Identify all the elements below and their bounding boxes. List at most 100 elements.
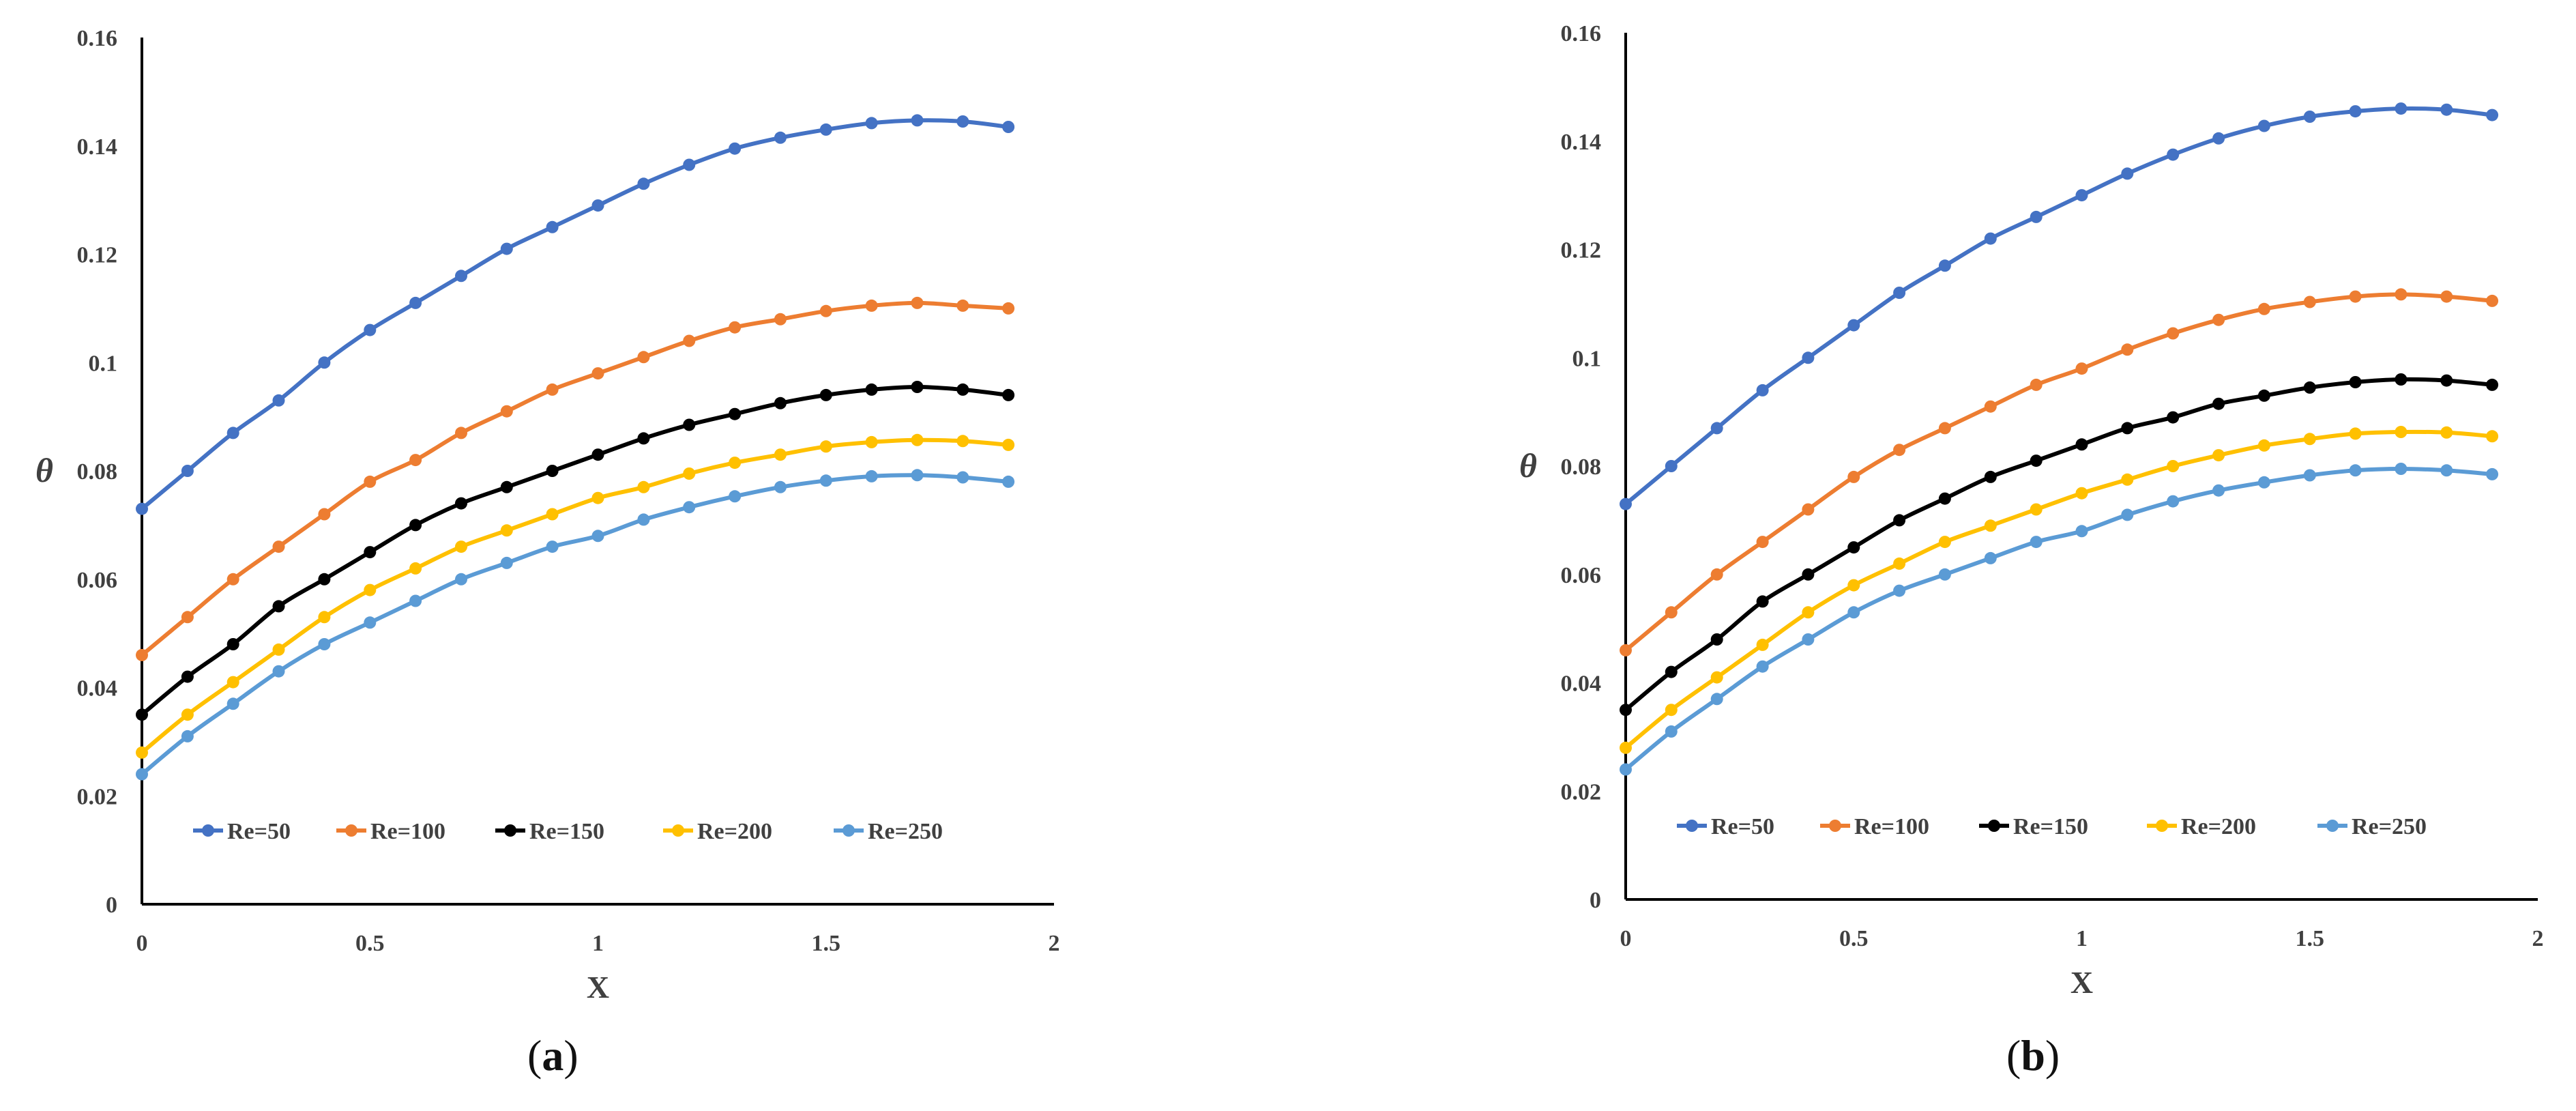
legend-item: Re=200 [663, 819, 772, 844]
data-point [136, 746, 148, 759]
y-tick-label: 0 [1590, 888, 1601, 913]
legend-item: Re=150 [1979, 814, 2088, 839]
data-point [136, 768, 148, 781]
data-point [1756, 595, 1769, 608]
data-point [2075, 487, 2088, 500]
data-point [2486, 378, 2499, 391]
data-point [2486, 430, 2499, 443]
data-point [2257, 476, 2270, 489]
series-re150 [136, 381, 1015, 721]
data-point [364, 475, 377, 488]
data-point [2257, 439, 2270, 452]
y-tick-label: 0.02 [1561, 779, 1602, 805]
y-tick-label: 0.06 [1561, 563, 1602, 588]
series-re250 [136, 469, 1015, 781]
data-point [591, 448, 604, 461]
data-point [455, 540, 467, 553]
series-line [1624, 292, 2493, 652]
y-tick-label: 0.12 [77, 243, 118, 268]
data-point [136, 502, 148, 515]
data-point [409, 519, 422, 532]
x-tick-label: 0.5 [355, 931, 385, 956]
data-point [1938, 259, 1951, 272]
data-point [2121, 422, 2134, 435]
legend-label: Re=150 [529, 819, 604, 844]
data-point [956, 383, 969, 396]
data-point [2440, 374, 2453, 387]
data-point [2030, 454, 2043, 467]
legend-marker [504, 824, 516, 837]
y-axis-title: θ [35, 451, 53, 489]
data-point [2075, 362, 2088, 375]
data-point [683, 501, 696, 514]
data-point [272, 643, 285, 656]
caption-letter-a: a [542, 1031, 564, 1080]
data-point [272, 600, 285, 613]
data-point [1938, 422, 1951, 435]
data-point [2349, 105, 2362, 118]
data-point [591, 199, 604, 212]
data-point [181, 730, 194, 742]
data-point [318, 638, 331, 650]
series-re200 [1620, 426, 2499, 754]
data-point [272, 665, 285, 678]
data-point [318, 573, 331, 586]
x-tick-label: 1.5 [2296, 926, 2325, 951]
y-tick-label: 0.08 [1561, 454, 1602, 480]
data-point [318, 611, 331, 624]
data-point [911, 381, 924, 393]
data-point [364, 323, 377, 336]
data-point [1893, 557, 1906, 570]
data-point [1756, 638, 1769, 651]
data-point [1665, 704, 1678, 717]
data-point [1847, 579, 1860, 592]
data-point [683, 467, 696, 480]
series-line [141, 473, 1009, 776]
data-point [683, 418, 696, 431]
data-point [729, 142, 742, 155]
data-point [546, 540, 559, 553]
data-point [2030, 536, 2043, 549]
data-point [1802, 503, 1815, 516]
y-tick-label: 0.06 [77, 568, 118, 593]
data-point [2121, 343, 2134, 356]
data-point [226, 573, 239, 586]
legend-label: Re=50 [227, 819, 291, 844]
data-point [1893, 584, 1906, 597]
data-point [2440, 290, 2453, 303]
series-re50 [136, 114, 1015, 515]
data-point [1620, 741, 1632, 754]
data-point [455, 270, 467, 283]
data-point [729, 490, 742, 503]
data-point [911, 469, 924, 482]
y-tick-label: 0 [106, 893, 117, 918]
x-tick-label: 1 [592, 931, 604, 956]
series-line [141, 118, 1009, 510]
data-point [2075, 438, 2088, 451]
data-point [2395, 426, 2407, 438]
legend-item: Re=200 [2147, 814, 2256, 839]
data-point [2303, 381, 2316, 394]
data-point [2303, 111, 2316, 123]
caption-b: (b) [2006, 1030, 2060, 1081]
legend-item: Re=50 [1677, 814, 1774, 839]
data-point [591, 491, 604, 504]
x-tick-label: 0 [1620, 926, 1632, 951]
y-tick-label: 0.16 [1561, 21, 1602, 46]
y-tick-label: 0.04 [1561, 672, 1602, 697]
data-point [1665, 665, 1678, 678]
data-point [2212, 313, 2225, 326]
data-point [364, 583, 377, 596]
data-point [911, 296, 924, 309]
caption-a: (a) [527, 1030, 579, 1081]
data-point [409, 296, 422, 309]
data-point [136, 648, 148, 661]
series-re200 [136, 433, 1015, 759]
y-tick-label: 0.1 [89, 351, 118, 376]
y-tick-label: 0.14 [1561, 130, 1602, 155]
data-point [2395, 463, 2407, 475]
data-point [2121, 473, 2134, 486]
data-point [819, 123, 832, 136]
data-point [637, 177, 650, 190]
data-point [1984, 400, 1997, 413]
